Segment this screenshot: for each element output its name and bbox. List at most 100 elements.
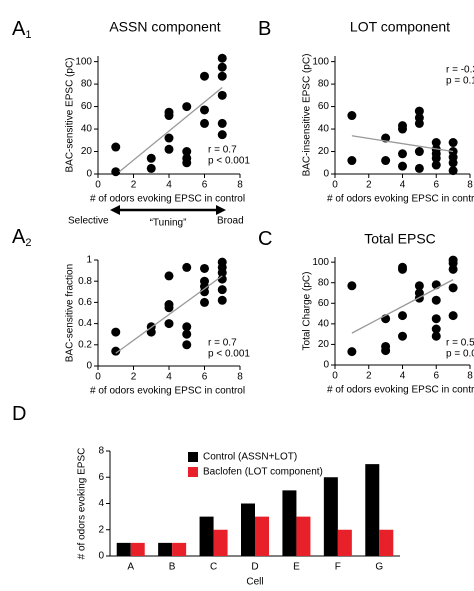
y-tick-label: 0 — [323, 169, 329, 180]
bar — [282, 490, 297, 556]
data-point — [347, 111, 357, 121]
x-axis-label: # of odors evoking EPSC in control — [90, 386, 245, 397]
tuning-label: Selective — [68, 216, 109, 227]
x-tick-label: G — [375, 562, 383, 573]
data-point — [414, 118, 424, 128]
y-tick-label: 0 — [86, 361, 92, 372]
y-tick-label: 0 — [323, 360, 329, 371]
data-point — [398, 311, 407, 321]
data-point — [414, 163, 424, 173]
x-tick-label: 6 — [202, 372, 208, 383]
x-tick-label: D — [251, 562, 258, 573]
data-point — [398, 124, 407, 134]
data-point — [182, 147, 192, 157]
data-point — [381, 346, 391, 356]
x-tick-label: 0 — [332, 180, 338, 191]
y-tick-label: 80 — [318, 79, 330, 90]
y-tick-label: 100 — [75, 56, 92, 67]
x-tick-label: B — [169, 562, 176, 573]
x-tick-label: 0 — [95, 180, 101, 191]
y-tick-label: 20 — [81, 146, 93, 157]
y-tick-label: 20 — [318, 146, 330, 157]
y-tick-label: 60 — [318, 298, 330, 309]
bar — [379, 529, 394, 556]
arrow-head-left — [110, 205, 120, 215]
trend-line — [118, 86, 223, 173]
y-tick-label: 0.6 — [78, 297, 92, 308]
data-point — [182, 340, 192, 350]
stat-annotation: p < 0.001 — [208, 156, 250, 167]
y-tick-label: 8 — [98, 446, 104, 457]
y-tick-label: 40 — [318, 124, 330, 135]
data-point — [111, 346, 121, 356]
y-axis-label: BAC-sensitive fraction — [65, 264, 76, 362]
stat-annotation: r = 0.7 — [208, 338, 237, 349]
bar — [158, 542, 173, 556]
data-point — [217, 90, 227, 100]
data-point — [164, 319, 174, 329]
trend-line — [351, 279, 454, 334]
x-tick-label: C — [210, 562, 217, 573]
panel-title: LOT component — [350, 19, 450, 35]
x-tick-label: F — [335, 562, 341, 573]
stat-annotation: p = 0.007 — [446, 349, 474, 360]
x-tick-label: 8 — [467, 180, 473, 191]
x-tick-label: 6 — [202, 180, 208, 191]
y-tick-label: 2 — [98, 524, 104, 535]
stat-annotation: p = 0.1 — [446, 76, 474, 87]
y-axis-label: # of odors evoking EPSC — [77, 448, 88, 560]
data-point — [182, 322, 192, 332]
data-point — [431, 153, 441, 163]
data-point — [200, 287, 209, 297]
y-axis-label: BAC-insensitive EPSC (pC) — [302, 54, 313, 177]
x-tick-label: E — [293, 562, 300, 573]
data-point — [398, 149, 407, 159]
x-axis-label: # of odors evoking EPSC in control — [90, 194, 245, 205]
y-tick-label: 0.4 — [78, 318, 92, 329]
x-tick-label: 8 — [237, 180, 243, 191]
x-tick-label: 0 — [332, 371, 338, 382]
data-point — [182, 329, 192, 339]
x-axis-label: # of odors evoking EPSC in control — [327, 385, 474, 396]
data-point — [217, 285, 227, 295]
data-point — [164, 303, 174, 313]
data-point — [431, 295, 441, 305]
x-tick-label: 4 — [166, 180, 172, 191]
y-tick-label: 20 — [318, 339, 330, 350]
x-tick-label: 2 — [131, 372, 137, 383]
y-tick-label: 1 — [86, 255, 92, 266]
x-tick-label: 4 — [400, 180, 406, 191]
data-point — [217, 295, 227, 305]
data-point — [182, 262, 192, 272]
data-point — [431, 331, 441, 341]
panel-subscript: 1 — [25, 29, 31, 41]
data-point — [164, 111, 174, 121]
panel-label: D — [12, 403, 26, 425]
trend-line — [115, 275, 223, 354]
arrow-head-right — [216, 205, 226, 215]
data-point — [414, 147, 424, 157]
x-tick-label: 4 — [400, 371, 406, 382]
panel-letter: A — [12, 18, 26, 40]
data-point — [217, 268, 227, 278]
data-point — [448, 158, 458, 168]
data-point — [217, 62, 227, 72]
bar — [241, 503, 255, 556]
data-point — [347, 156, 357, 166]
data-point — [431, 314, 441, 324]
data-point — [111, 327, 121, 337]
data-point — [217, 53, 227, 63]
y-tick-label: 60 — [81, 101, 93, 112]
bar — [213, 529, 228, 556]
data-point — [146, 153, 156, 163]
y-axis-label: BAC-sensitive EPSC (pC) — [65, 57, 76, 172]
panel-label: A1 — [12, 18, 31, 41]
panel-subscript: 2 — [25, 237, 31, 249]
panel-label: C — [258, 228, 272, 250]
y-tick-label: 80 — [81, 79, 93, 90]
x-axis-label: Cell — [246, 577, 263, 588]
data-point — [448, 258, 458, 268]
data-point — [182, 102, 192, 112]
data-point — [431, 160, 441, 170]
